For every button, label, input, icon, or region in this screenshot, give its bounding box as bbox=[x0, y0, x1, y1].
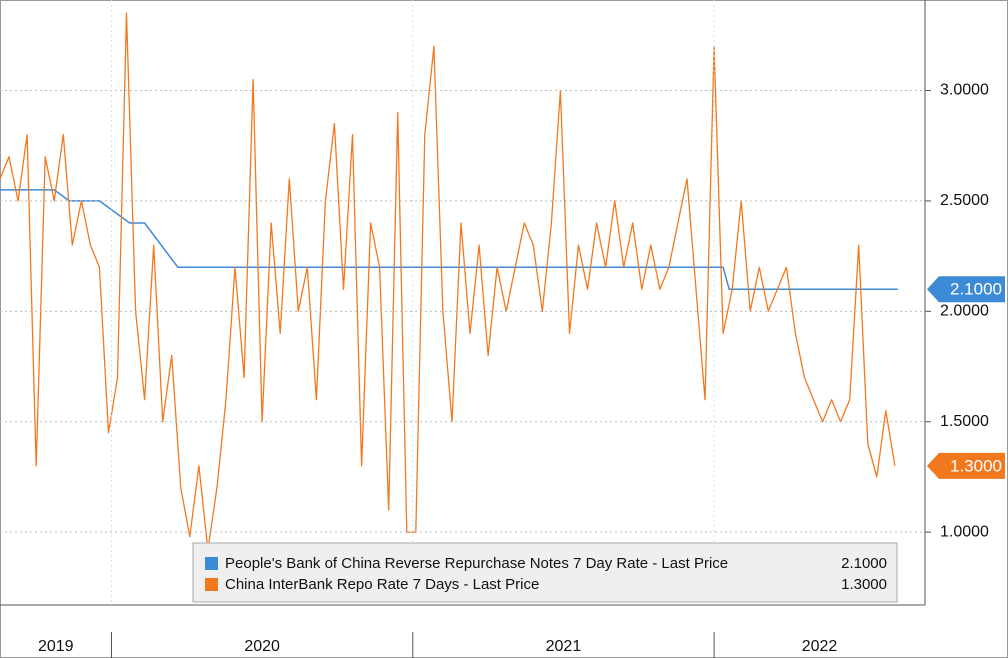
x-tick-label: 2020 bbox=[244, 638, 280, 655]
legend-value: 1.3000 bbox=[841, 576, 887, 593]
series-line bbox=[0, 189, 898, 291]
legend: People's Bank of China Reverse Repurchas… bbox=[192, 542, 898, 603]
x-tick-label: 2021 bbox=[546, 638, 582, 655]
last-price-label: 1.3000 bbox=[950, 456, 1002, 475]
legend-label: People's Bank of China Reverse Repurchas… bbox=[225, 555, 728, 572]
y-tick-label: 1.5000 bbox=[940, 413, 989, 430]
legend-swatch bbox=[205, 557, 218, 570]
y-tick-label: 3.0000 bbox=[940, 82, 989, 99]
legend-swatch bbox=[205, 578, 218, 591]
y-tick-label: 1.0000 bbox=[940, 523, 989, 540]
legend-box bbox=[192, 542, 898, 603]
x-tick-label: 2019 bbox=[38, 638, 74, 655]
last-price-tag bbox=[927, 452, 1005, 479]
legend-label: China InterBank Repo Rate 7 Days - Last … bbox=[225, 576, 539, 593]
y-tick-label: 2.0000 bbox=[940, 303, 989, 320]
last-price-tag bbox=[927, 276, 1005, 303]
last-price-label: 2.1000 bbox=[950, 280, 1002, 299]
x-tick-label: 2022 bbox=[802, 638, 838, 655]
y-tick-label: 2.5000 bbox=[940, 192, 989, 209]
series-line bbox=[0, 12, 896, 551]
legend-value: 2.1000 bbox=[841, 555, 887, 572]
